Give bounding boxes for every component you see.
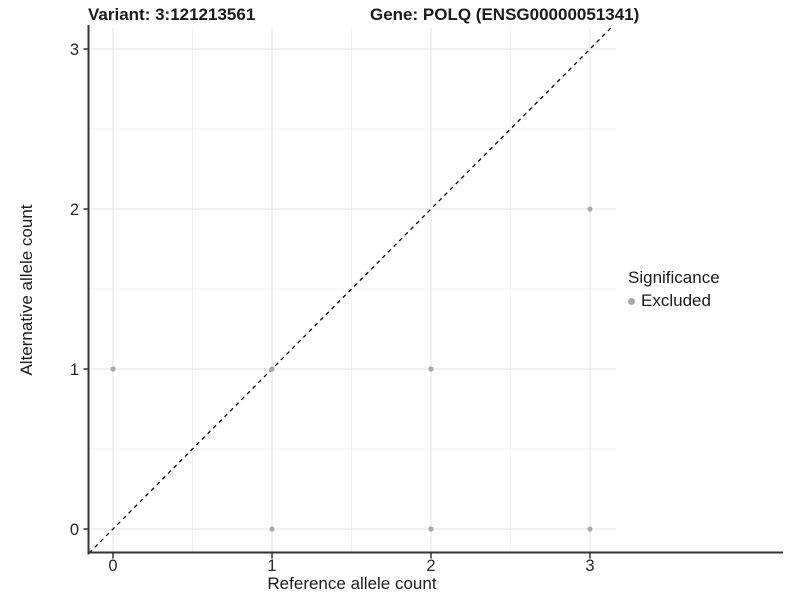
data-point (428, 366, 434, 372)
data-point (587, 526, 593, 532)
data-point (587, 206, 593, 212)
y-tick-label: 0 (70, 521, 79, 539)
y-axis-title: Alternative allele count (17, 204, 36, 376)
x-tick-label: 0 (108, 557, 117, 575)
x-tick-label: 2 (426, 557, 435, 575)
x-tick-label: 3 (585, 557, 594, 575)
data-point (269, 526, 275, 532)
data-point (110, 366, 116, 372)
data-point (269, 366, 275, 372)
x-tick-label: 1 (267, 557, 276, 575)
y-tick-label: 1 (70, 361, 79, 379)
data-point (428, 526, 434, 532)
plot-title-gene: Gene: POLQ (ENSG00000051341) (370, 5, 640, 24)
x-axis-title: Reference allele count (267, 574, 437, 593)
y-tick-label: 2 (70, 201, 79, 219)
plot-title-variant: Variant: 3:121213561 (88, 5, 256, 24)
legend-item-label: Excluded (641, 291, 711, 310)
legend: Significance Excluded (628, 268, 720, 311)
legend-point-icon (628, 297, 635, 305)
legend-title: Significance (628, 268, 720, 287)
y-tick-label: 3 (70, 41, 79, 59)
identity-dashed-line (88, 27, 612, 554)
legend-item-excluded: Excluded (628, 291, 720, 311)
